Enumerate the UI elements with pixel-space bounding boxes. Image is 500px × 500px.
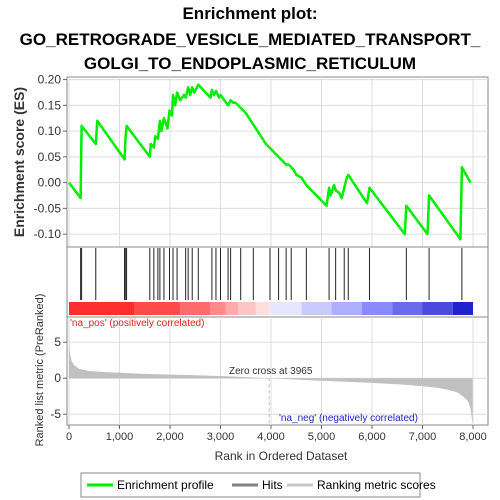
es-y-tick-label: -0.05: [34, 201, 62, 215]
heatmap-segment: [269, 302, 302, 315]
x-axis: 0 1,000 2,000 3,000 4,000 5,000 6,000 7,000 8,00…: [66, 425, 487, 443]
ranking-metric-area: [69, 337, 473, 424]
x-tick-label: 5,000: [308, 431, 336, 443]
es-y-tick-label: 0.20: [38, 73, 62, 87]
heatmap-segment: [210, 302, 226, 315]
heatmap-segment: [255, 302, 270, 315]
es-panel: -0.10 -0.05 0.00 0.05 0.10 0.15 0.20 Enrichmen…: [11, 73, 489, 248]
hits-panel: [66, 246, 489, 318]
heatmap-segment: [180, 302, 211, 315]
es-y-tick-label: 0.15: [38, 98, 62, 112]
es-y-tick-label: 0.05: [38, 150, 62, 164]
es-panel-frame: [66, 76, 489, 248]
x-tick-label: 2,000: [156, 431, 184, 443]
heatmap-segment: [69, 302, 135, 315]
neg-correlated-label: 'na_neg' (negatively correlated): [279, 413, 418, 424]
es-y-tick-label: 0.10: [38, 124, 62, 138]
chart-title-line-3: GOLGI_TO_ENDOPLASMIC_RETICULUM: [83, 54, 417, 73]
metric-y-tick-label: -5: [50, 407, 61, 421]
metric-panel-frame: [66, 316, 489, 426]
legend-enrichment-label: Enrichment profile: [117, 478, 214, 492]
es-y-axis-label: Enrichment score (ES): [11, 87, 27, 237]
hit-lines: [80, 248, 463, 300]
zero-cross-label: Zero cross at 3965: [229, 366, 313, 377]
legend-hits-label: Hits: [262, 478, 283, 492]
metric-y-tick-label: 5: [54, 335, 61, 349]
x-tick-label: 1,000: [106, 431, 134, 443]
x-tick-label: 3,000: [207, 431, 235, 443]
x-tick-label: 8,000: [459, 431, 487, 443]
metric-y-axis-label: Ranked list metric (PreRanked): [34, 294, 46, 447]
x-tick-label: 0: [66, 431, 72, 443]
heatmap-segment: [134, 302, 181, 315]
heatmap-segment: [422, 302, 453, 315]
pos-correlated-label: 'na_pos' (positively correlated): [70, 318, 204, 329]
es-y-tick-label: -0.10: [34, 227, 62, 241]
es-y-tick-label: 0.00: [38, 176, 62, 190]
heatmap-segment: [331, 302, 362, 315]
x-tick-label: 7,000: [409, 431, 437, 443]
heatmap-segment: [225, 302, 239, 315]
metric-y-axis: -5 0 5: [50, 335, 67, 421]
es-gridlines: [67, 77, 488, 247]
metric-y-tick-label: 0: [54, 371, 61, 385]
heatmap-segment: [452, 302, 473, 315]
heatmap-segment: [361, 302, 393, 315]
x-axis-label: Rank in Ordered Dataset: [215, 449, 348, 463]
heatmap-segment: [392, 302, 423, 315]
x-tick-label: 4,000: [257, 431, 285, 443]
legend-metric-label: Ranking metric scores: [317, 478, 436, 492]
es-line-group: [67, 83, 472, 241]
enrichment-profile-line: [67, 83, 472, 241]
legend: Enrichment profile Hits Ranking metric s…: [80, 472, 436, 498]
es-y-axis: -0.10 -0.05 0.00 0.05 0.10 0.15 0.20: [34, 73, 67, 241]
chart-title-line-2: GO_RETROGRADE_VESICLE_MEDIATED_TRANSPORT…: [19, 30, 481, 49]
metric-panel: -5 0 5 'na_pos' (positively correlated) Ze…: [34, 294, 489, 447]
chart-title-line-1: Enrichment plot:: [182, 4, 318, 23]
x-tick-label: 6,000: [358, 431, 386, 443]
heatmap-segment: [238, 302, 256, 315]
rank-heatmap: [69, 302, 473, 315]
heatmap-segment: [301, 302, 332, 315]
